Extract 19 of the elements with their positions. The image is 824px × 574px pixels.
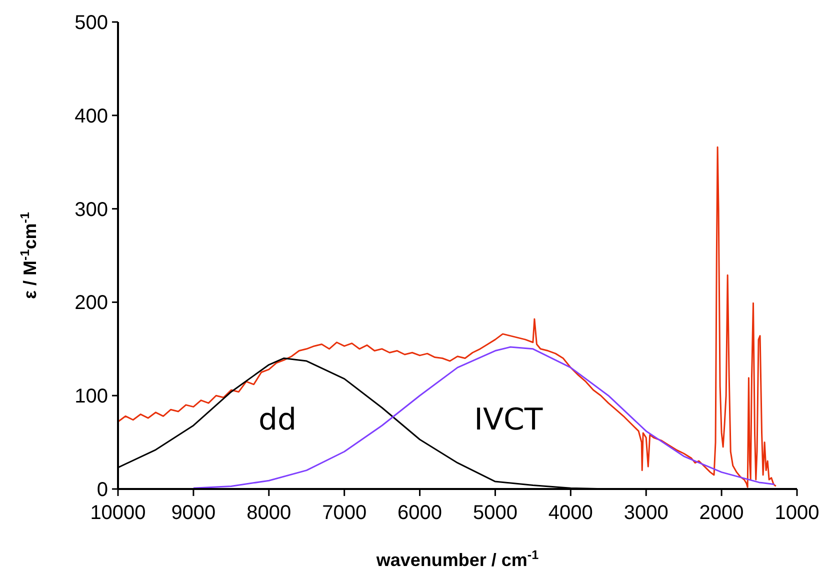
x-axis-title: wavenumber / cm$^{-1}$ [375, 548, 539, 570]
x-tick-label: 9000 [171, 502, 216, 524]
x-tick-label: 8000 [246, 502, 292, 524]
y-tick-label: 300 [74, 198, 108, 221]
x-tick-label: 1000 [774, 502, 820, 524]
x-tick-label: 4000 [548, 502, 593, 524]
y-tick-label: 400 [74, 105, 108, 128]
y-tick-label: 500 [74, 12, 108, 34]
y-tick-label: 100 [74, 386, 108, 408]
x-tick-label: 7000 [322, 502, 367, 524]
x-tick-label: 6000 [398, 502, 442, 524]
y-tick-label: 0 [96, 479, 108, 501]
x-tick-label: 5000 [472, 502, 518, 524]
x-tick-label: 2000 [699, 502, 744, 524]
annotation: dd [258, 402, 297, 438]
x-tick-label: 3000 [624, 502, 668, 524]
x-tick-label: 10000 [90, 502, 146, 524]
annotation: IVCT [474, 402, 544, 438]
y-tick-label: 200 [74, 292, 108, 314]
